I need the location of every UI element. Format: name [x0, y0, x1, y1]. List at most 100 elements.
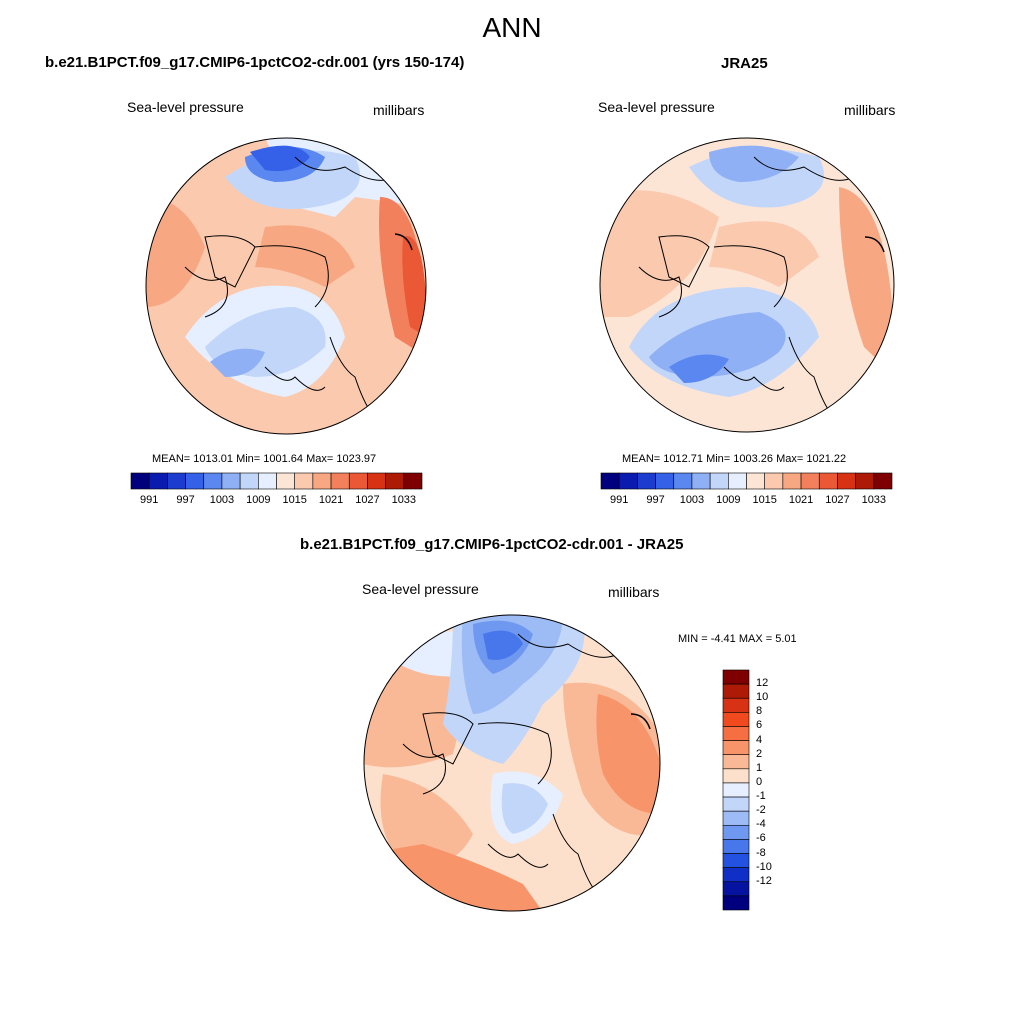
- colorbar-swatch: [722, 839, 750, 854]
- colorbar-swatch: [722, 740, 750, 756]
- colorbar-tick-label: 0: [756, 775, 763, 788]
- colorbar-swatch: [722, 669, 750, 685]
- panel2-units-label: millibars: [844, 102, 896, 118]
- colorbar-swatch: [728, 472, 747, 490]
- colorbar-swatch: [722, 895, 750, 911]
- colorbar-tick-label: 1027: [355, 494, 380, 506]
- panel1-stats: MEAN= 1013.01 Min= 1001.64 Max= 1023.97: [152, 453, 377, 465]
- colorbar-tick-label: 1027: [825, 494, 850, 506]
- colorbar-tick-label: 1021: [788, 494, 814, 506]
- colorbar-swatch: [722, 881, 750, 897]
- panel1-units-label: millibars: [373, 102, 425, 118]
- panel2-colorbar: [600, 472, 893, 490]
- colorbar-swatch: [673, 472, 693, 490]
- colorbar-swatch: [294, 472, 314, 490]
- colorbar-tick-label: 1015: [282, 494, 307, 506]
- figure-title: ANN: [482, 12, 542, 43]
- colorbar-swatch: [722, 768, 750, 784]
- colorbar-swatch: [221, 472, 241, 490]
- colorbar-swatch: [722, 697, 750, 713]
- panel3-colorbar: [722, 669, 750, 911]
- colorbar-swatch: [403, 472, 423, 490]
- colorbar-swatch: [600, 472, 620, 490]
- colorbar-swatch: [637, 472, 656, 490]
- colorbar-swatch: [330, 472, 350, 490]
- panel1-polar-map: [145, 137, 427, 435]
- colorbar-tick-label: 6: [756, 719, 763, 732]
- colorbar-swatch: [258, 472, 277, 490]
- colorbar-swatch: [722, 796, 750, 812]
- colorbar-swatch: [655, 472, 675, 490]
- colorbar-tick-label: -4: [756, 818, 766, 831]
- colorbar-tick-label: -2: [756, 804, 766, 817]
- colorbar-swatch: [722, 824, 750, 840]
- colorbar-tick-label: -10: [756, 860, 772, 873]
- colorbar-swatch: [367, 472, 386, 490]
- panel3-polar-map: [363, 614, 661, 912]
- colorbar-tick-label: 1: [756, 761, 763, 774]
- panel3-title: b.e21.B1PCT.f09_g17.CMIP6-1pctCO2-cdr.00…: [300, 536, 684, 553]
- colorbar-swatch: [782, 472, 802, 490]
- colorbar-tick-label: 12: [756, 677, 769, 690]
- colorbar-swatch: [722, 853, 750, 868]
- colorbar-tick-label: 1003: [209, 494, 235, 506]
- panel2-title: JRA25: [721, 55, 768, 72]
- panel1-colorbar-labels: 991 997 1003 1009 1015 1021 1027 1033: [131, 494, 422, 508]
- colorbar-swatch: [722, 782, 750, 798]
- colorbar-swatch: [185, 472, 205, 490]
- panel3-variable-label: Sea-level pressure: [362, 581, 479, 597]
- colorbar-swatch: [691, 472, 711, 490]
- colorbar-tick-label: 1003: [679, 494, 705, 506]
- panel3-stats: MIN = -4.41 MAX = 5.01: [678, 633, 797, 645]
- colorbar-tick-label: -12: [756, 874, 772, 887]
- colorbar-swatch: [348, 472, 368, 490]
- colorbar-swatch: [722, 712, 750, 727]
- colorbar-tick-label: 1009: [716, 494, 741, 506]
- colorbar-swatch: [722, 683, 750, 699]
- colorbar-swatch: [837, 472, 856, 490]
- colorbar-tick-label: 4: [756, 733, 763, 746]
- panel1-title: b.e21.B1PCT.f09_g17.CMIP6-1pctCO2-cdr.00…: [45, 54, 465, 71]
- panel3-units-label: millibars: [608, 584, 660, 600]
- colorbar-tick-label: 8: [756, 705, 763, 718]
- colorbar-swatch: [764, 472, 784, 490]
- colorbar-swatch: [722, 867, 750, 883]
- panel2-polar-map: [599, 137, 895, 433]
- panel1-variable-label: Sea-level pressure: [127, 99, 244, 115]
- colorbar-swatch: [746, 472, 765, 490]
- colorbar-tick-label: 997: [646, 494, 665, 506]
- colorbar-tick-label: -6: [756, 832, 766, 845]
- panel3-colorbar-labels: 12 10 8 6 4 2 1 0 -1 -2 -4 -6 -8 -10 -12: [756, 670, 786, 910]
- panel2-stats: MEAN= 1012.71 Min= 1003.26 Max= 1021.22: [622, 453, 847, 465]
- colorbar-tick-label: -1: [756, 790, 766, 803]
- colorbar-swatch: [722, 810, 750, 826]
- colorbar-swatch: [148, 472, 168, 490]
- colorbar-tick-label: 1033: [861, 494, 887, 506]
- panel2-variable-label: Sea-level pressure: [598, 99, 715, 115]
- panel2-colorbar-labels: 991 997 1003 1009 1015 1021 1027 1033: [601, 494, 892, 508]
- colorbar-tick-label: 10: [756, 691, 769, 704]
- colorbar-tick-label: 1021: [318, 494, 344, 506]
- colorbar-swatch: [312, 472, 332, 490]
- colorbar-swatch: [722, 726, 750, 741]
- panel1-colorbar: [130, 472, 423, 490]
- colorbar-tick-label: 1015: [752, 494, 777, 506]
- colorbar-swatch: [722, 754, 750, 770]
- colorbar-swatch: [873, 472, 893, 490]
- colorbar-swatch: [855, 472, 875, 490]
- colorbar-swatch: [203, 472, 223, 490]
- colorbar-tick-label: 997: [176, 494, 195, 506]
- colorbar-tick-label: 991: [140, 494, 159, 506]
- colorbar-swatch: [818, 472, 838, 490]
- colorbar-tick-label: 991: [610, 494, 629, 506]
- colorbar-tick-label: 2: [756, 747, 763, 760]
- colorbar-swatch: [385, 472, 405, 490]
- colorbar-tick-label: -8: [756, 846, 766, 859]
- colorbar-swatch: [239, 472, 259, 490]
- colorbar-swatch: [167, 472, 186, 490]
- colorbar-swatch: [618, 472, 638, 490]
- colorbar-tick-label: 1009: [246, 494, 271, 506]
- colorbar-swatch: [276, 472, 295, 490]
- colorbar-swatch: [130, 472, 150, 490]
- colorbar-swatch: [800, 472, 820, 490]
